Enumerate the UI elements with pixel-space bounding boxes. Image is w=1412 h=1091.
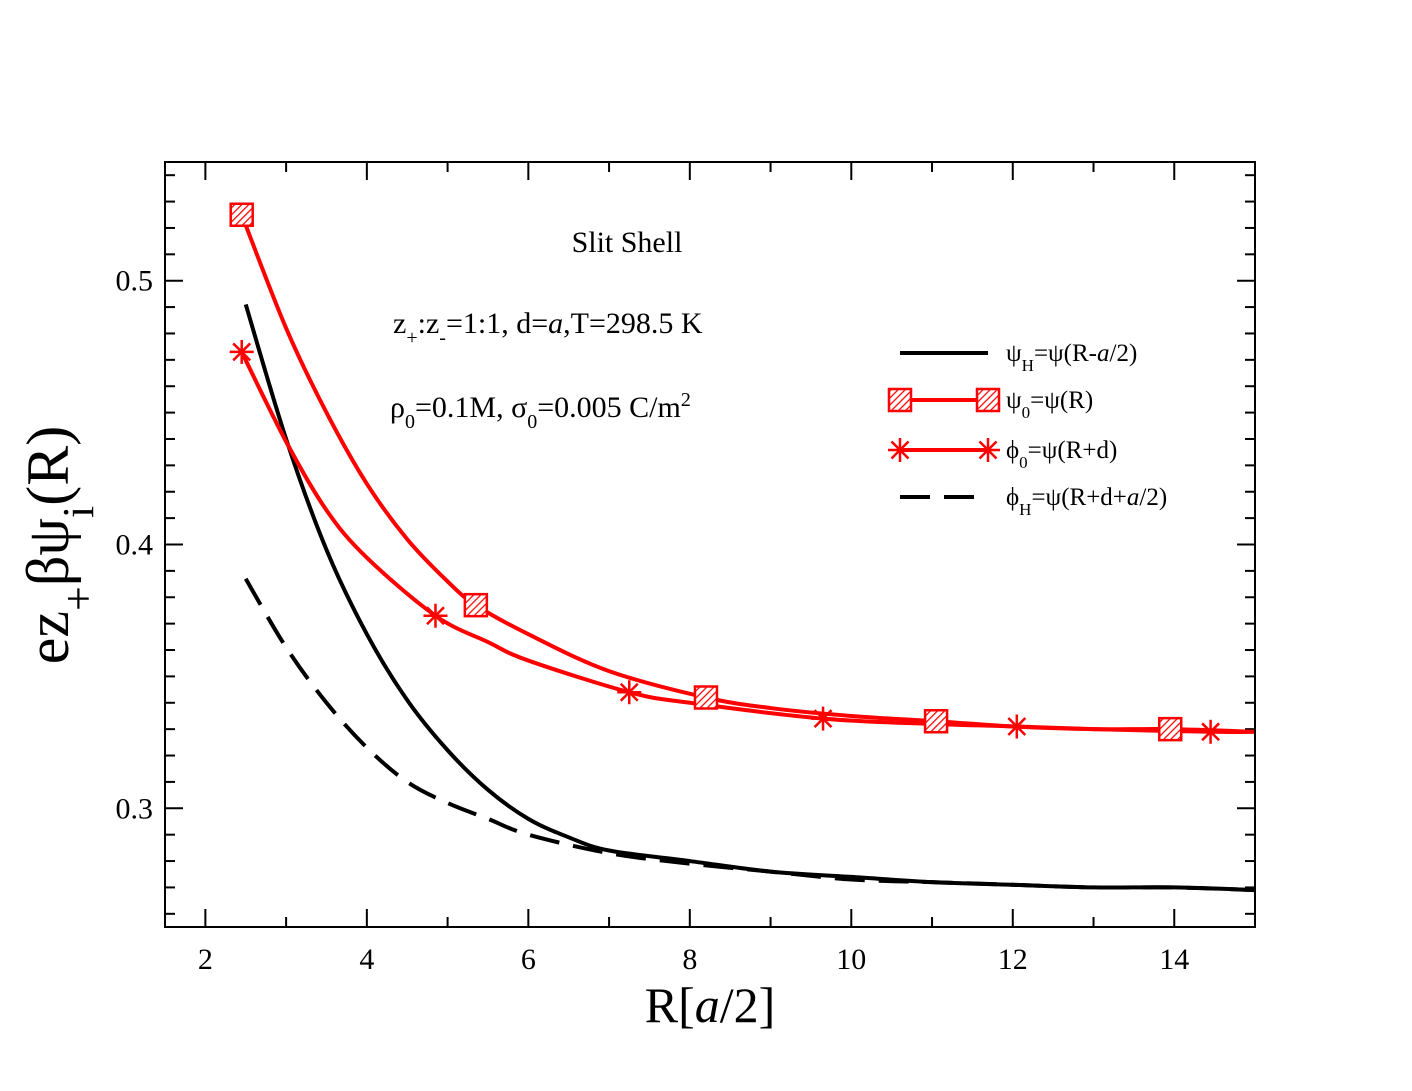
x-tick-label: 10 [836,943,866,976]
annotation-slit-shell: Slit Shell [572,226,683,259]
marker-phi0 [1198,719,1223,744]
marker-phi0 [1004,714,1029,739]
legend-label-phiH: ϕH=ψ(R+d+a/2) [1006,484,1167,519]
x-tick-label: 2 [198,943,213,976]
marker-psi0 [229,202,254,228]
marker-psi0 [1157,716,1183,742]
series-layer [229,202,1255,893]
legend-marker [887,387,913,413]
marker-psi0 [923,708,949,734]
series-line-phiH [244,577,1255,893]
x-tick-label: 4 [359,943,374,976]
plot-frame [164,161,1256,928]
x-tick-label: 6 [521,943,536,976]
x-tick-label: 14 [1159,943,1189,976]
axis-ticks [165,162,1256,927]
y-tick-label: 0.4 [116,529,154,562]
tick-labels: 2 4 6 8 10 12 14 0.3 0.4 0.5 [116,265,1190,976]
legend-label-psiH: ψH=ψ(R-a/2) [1006,340,1137,375]
legend: ψH=ψ(R-a/2) ψ0=ψ(R) ϕ0=ψ(R+d) ϕH=ψ(R+d+a/2) [887,340,1167,519]
series-markers-phi0 [229,339,1223,744]
y-axis-label: ez+βψi(R) [15,426,103,664]
marker-psi0 [463,592,489,618]
series-markers-psi0 [229,202,1183,742]
legend-marker [976,438,1000,462]
marker-phi0 [617,680,642,705]
annotation-params1: z+:z-=1:1, d=a,T=298.5 K [393,307,703,349]
x-axis-label: R[a/2] [645,977,776,1033]
legend-marker [888,438,912,462]
legend-marker [975,387,1001,413]
marker-phi0 [423,603,448,628]
marker-phi0 [229,339,254,364]
marker-psi0 [693,685,719,710]
series-line-phi0 [239,351,1255,734]
legend-label-psi0: ψ0=ψ(R) [1006,387,1093,422]
marker-phi0 [811,706,836,731]
x-tick-label: 12 [998,943,1028,976]
legend-label-phi0: ϕ0=ψ(R+d) [1006,437,1117,472]
x-tick-label: 8 [682,943,697,976]
y-tick-label: 0.5 [116,265,154,298]
y-tick-label: 0.3 [116,792,154,825]
annotation-params2: ρ0=0.1M, σ0=0.005 C/m2 [390,389,691,433]
